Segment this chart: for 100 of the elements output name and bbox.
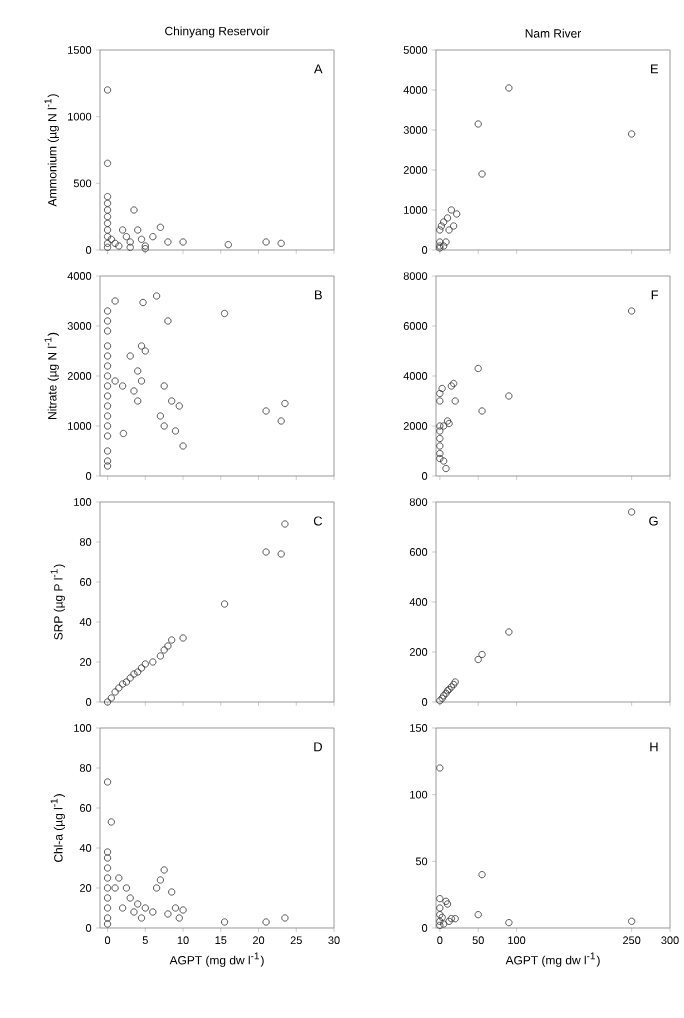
point: [119, 382, 127, 390]
point: [134, 367, 142, 375]
point: [179, 906, 187, 914]
point: [443, 417, 452, 425]
point: [440, 920, 448, 928]
point: [141, 660, 149, 668]
point: [111, 884, 119, 892]
point: [450, 222, 458, 230]
point: [443, 900, 452, 908]
point: [175, 402, 183, 410]
point: [103, 327, 112, 335]
point: [103, 342, 112, 350]
point: [164, 642, 172, 650]
point: [453, 210, 461, 218]
point: [160, 866, 168, 874]
point: [103, 372, 112, 380]
point: [103, 402, 112, 410]
point: [122, 233, 131, 241]
point: [103, 352, 112, 360]
point: [474, 911, 482, 919]
point: [442, 238, 450, 246]
point: [111, 297, 119, 305]
point: [137, 664, 146, 672]
point: [440, 457, 448, 465]
point: [103, 233, 112, 241]
point: [436, 422, 444, 430]
point: [115, 874, 123, 882]
point: [153, 884, 161, 892]
point: [149, 658, 157, 666]
point: [119, 429, 127, 438]
point: [103, 904, 112, 912]
point: [175, 914, 183, 922]
point: [103, 884, 112, 892]
point: [137, 342, 146, 350]
point: [447, 683, 455, 691]
point: [628, 307, 636, 315]
point: [103, 317, 112, 325]
point: [103, 199, 112, 207]
point: [103, 920, 112, 928]
point: [438, 384, 446, 393]
point: [103, 848, 112, 856]
point: [440, 242, 448, 250]
point: [103, 206, 112, 214]
point: [141, 347, 149, 355]
point: [156, 652, 164, 660]
point: [103, 698, 112, 706]
point: [436, 238, 444, 246]
point: [436, 226, 444, 234]
point: [220, 309, 229, 318]
point: [126, 674, 134, 682]
point: [126, 238, 134, 246]
point: [103, 874, 112, 882]
point: [103, 462, 112, 470]
point: [436, 389, 444, 398]
point: [103, 864, 112, 872]
point: [103, 226, 112, 234]
point: [126, 352, 134, 360]
point: [262, 407, 270, 415]
point: [445, 226, 453, 234]
point: [443, 214, 452, 222]
point: [115, 684, 123, 692]
point: [451, 397, 459, 405]
point: [436, 427, 444, 435]
point: [122, 884, 131, 892]
point: [103, 392, 112, 400]
point: [156, 223, 164, 231]
point: [103, 382, 112, 390]
point: [134, 900, 142, 908]
point: [103, 307, 112, 315]
point: [436, 454, 444, 463]
point: [451, 678, 459, 686]
point: [478, 407, 486, 415]
point: [107, 694, 115, 702]
point: [103, 219, 112, 227]
point: [628, 508, 636, 516]
point: [139, 298, 147, 307]
point: [149, 233, 157, 241]
point: [440, 422, 448, 430]
point: [103, 362, 112, 370]
point: [168, 636, 176, 644]
point: [505, 628, 513, 636]
point: [149, 908, 157, 916]
point: [277, 417, 285, 425]
point: [111, 239, 119, 247]
point: [436, 917, 444, 925]
point: [447, 382, 455, 390]
point: [224, 241, 232, 249]
point: [115, 242, 123, 250]
point: [474, 364, 482, 373]
point: [171, 427, 180, 435]
point: [156, 876, 164, 884]
point: [436, 442, 444, 450]
point: [450, 379, 458, 388]
point: [436, 397, 444, 405]
point: [277, 239, 285, 247]
point: [141, 242, 149, 250]
point: [153, 292, 161, 300]
point: [103, 239, 112, 247]
point: [134, 226, 142, 234]
point: [436, 904, 444, 912]
